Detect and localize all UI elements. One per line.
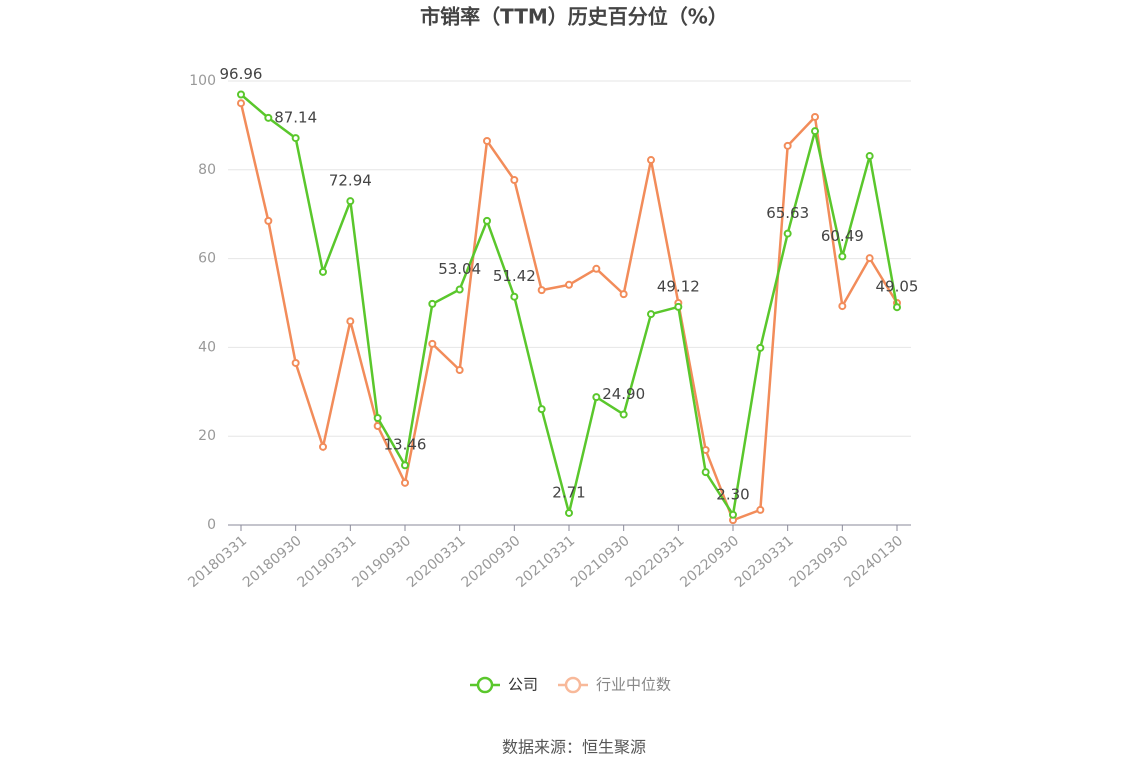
value-label: 72.94 xyxy=(329,172,372,190)
point xyxy=(619,290,628,299)
x-tick-label: 20200331 xyxy=(404,533,469,591)
point xyxy=(346,317,355,326)
point xyxy=(537,405,546,414)
y-tick-label: 60 xyxy=(198,251,216,267)
legend-label: 行业中位数 xyxy=(596,676,671,694)
point xyxy=(455,366,464,375)
value-label: 2.71 xyxy=(552,483,585,501)
point xyxy=(592,393,601,402)
point xyxy=(865,254,874,263)
point xyxy=(264,216,273,225)
value-label: 13.46 xyxy=(384,436,427,454)
y-tick-label: 0 xyxy=(207,517,216,533)
point xyxy=(783,229,792,238)
point xyxy=(838,252,847,261)
y-tick-label: 100 xyxy=(189,73,216,89)
point xyxy=(865,152,874,161)
point xyxy=(428,299,437,308)
point xyxy=(647,310,655,319)
value-label: 96.96 xyxy=(220,65,263,83)
point xyxy=(510,176,519,185)
point xyxy=(756,343,765,352)
point xyxy=(537,286,546,295)
point xyxy=(811,112,819,121)
point xyxy=(264,113,273,122)
value-label: 53.04 xyxy=(438,260,481,278)
x-tick-label: 20210331 xyxy=(513,533,578,591)
point xyxy=(319,267,327,276)
point xyxy=(565,508,573,517)
point xyxy=(483,136,491,145)
y-tick-label: 80 xyxy=(198,162,216,178)
x-tick-label: 20210930 xyxy=(568,533,633,591)
source: 数据来源：恒生聚源 xyxy=(502,738,646,757)
x-tick-label: 20180331 xyxy=(185,533,250,591)
point xyxy=(510,292,519,301)
x-tick-label: 20230331 xyxy=(732,533,797,591)
series-line xyxy=(240,93,899,519)
point xyxy=(674,302,683,311)
point xyxy=(373,413,382,422)
chart-title: 市销率（TTM）历史百分位（%） xyxy=(420,5,728,29)
point xyxy=(291,358,300,367)
point xyxy=(756,505,765,514)
legend-label: 公司 xyxy=(508,676,538,694)
point xyxy=(565,280,573,289)
series-line xyxy=(239,102,899,522)
point xyxy=(729,510,737,519)
point xyxy=(783,141,792,150)
value-label: 24.90 xyxy=(602,385,645,403)
value-label: 87.14 xyxy=(274,109,317,127)
point xyxy=(346,197,355,206)
legend-swatch xyxy=(564,676,582,694)
x-tick-label: 20180930 xyxy=(240,533,305,591)
point xyxy=(592,264,601,273)
point xyxy=(455,285,464,294)
value-label: 51.42 xyxy=(493,267,536,285)
point xyxy=(401,478,409,487)
point xyxy=(838,302,847,311)
x-tick-label: 20230930 xyxy=(787,533,852,591)
y-tick-label: 40 xyxy=(198,339,216,355)
value-label: 60.49 xyxy=(821,227,864,245)
x-tick-label: 20200930 xyxy=(459,533,524,591)
point xyxy=(619,410,628,419)
point xyxy=(811,127,819,136)
value-label: 49.12 xyxy=(657,277,700,295)
point xyxy=(291,134,300,143)
point xyxy=(401,461,409,470)
x-tick-label: 20240130 xyxy=(841,533,906,591)
point xyxy=(701,468,710,477)
value-label: 2.30 xyxy=(716,485,749,503)
point xyxy=(319,442,327,451)
x-tick-label: 20220930 xyxy=(677,533,742,591)
value-label: 65.63 xyxy=(766,204,809,222)
point xyxy=(237,90,245,99)
x-tick-label: 20190331 xyxy=(295,533,360,591)
point xyxy=(428,339,437,348)
point xyxy=(893,303,901,312)
point xyxy=(373,421,382,430)
value-label: 49.05 xyxy=(876,278,919,296)
legend-swatch xyxy=(476,676,494,694)
point xyxy=(483,216,491,225)
y-tick-label: 20 xyxy=(198,428,216,444)
x-tick-label: 20220331 xyxy=(623,533,688,591)
point xyxy=(237,99,245,108)
x-tick-label: 20190930 xyxy=(349,533,414,591)
point xyxy=(647,156,655,165)
